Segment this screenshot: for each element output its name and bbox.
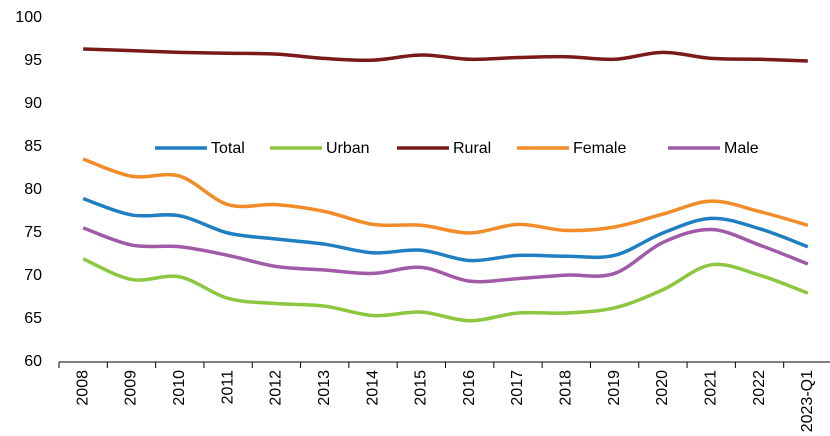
y-tick-label: 85: [24, 138, 42, 155]
legend-label: Total: [211, 140, 245, 157]
x-tick-label: 2008: [74, 370, 91, 406]
line-series: [82, 226, 809, 284]
x-tick-label: 2022: [751, 370, 768, 406]
y-tick-label: 70: [24, 267, 42, 284]
x-tick-label: 2012: [268, 370, 285, 406]
x-tick-label: 2014: [364, 370, 381, 406]
y-tick-label: 75: [24, 224, 42, 241]
x-tick-label: 2013: [316, 370, 333, 406]
x-tick-label: 2016: [461, 370, 478, 406]
legend-label: Male: [724, 140, 759, 157]
y-tick-label: 65: [24, 310, 42, 327]
legend-label: Rural: [453, 140, 491, 157]
line-series: [82, 157, 809, 235]
y-tick-label: 95: [24, 52, 42, 69]
x-tick-label: 2015: [413, 370, 430, 406]
legend-label: Urban: [326, 140, 370, 157]
y-tick-label: 80: [24, 181, 42, 198]
x-tick-label: 2018: [558, 370, 575, 406]
y-tick-label: 60: [24, 353, 42, 370]
x-tick-label: 2019: [606, 370, 623, 406]
x-tick-label: 2010: [171, 370, 188, 406]
x-tick-label: 2017: [509, 370, 526, 406]
line-series: [83, 47, 808, 63]
x-tick-label: 2023-Q1: [799, 370, 816, 432]
x-tick-label: 2009: [123, 370, 140, 406]
line-series: [82, 257, 809, 323]
legend-label: Female: [573, 140, 626, 157]
x-tick-label: 2020: [654, 370, 671, 406]
x-tick-label: 2011: [219, 370, 236, 405]
y-tick-label: 100: [15, 9, 42, 26]
y-tick-label: 90: [24, 95, 42, 112]
x-tick-label: 2021: [702, 370, 719, 406]
line-series: [82, 196, 809, 263]
